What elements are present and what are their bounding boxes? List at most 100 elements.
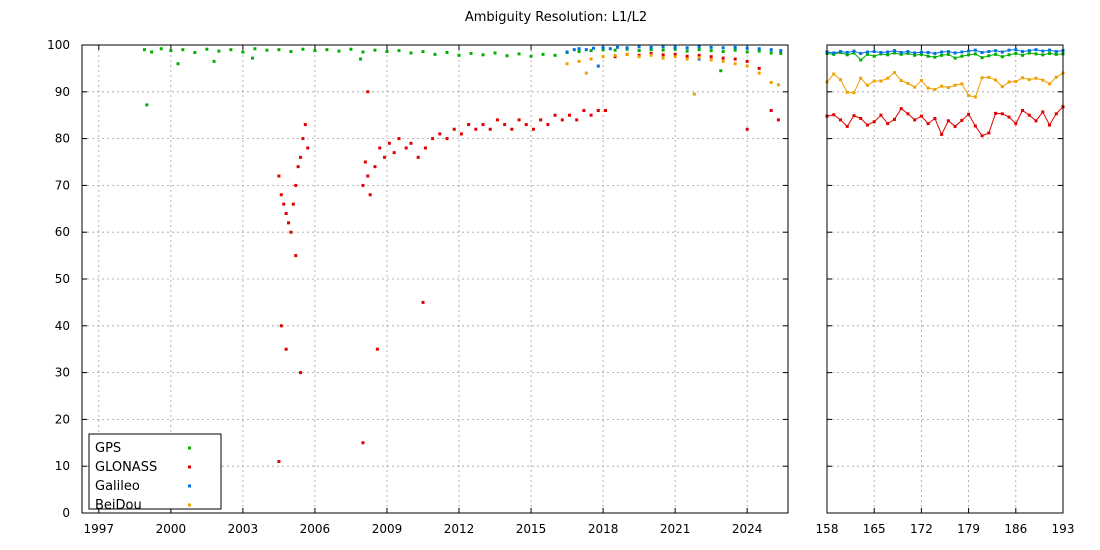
series-beidou xyxy=(825,71,1065,99)
data-point-gps xyxy=(142,48,146,52)
data-point-glonass xyxy=(279,324,283,328)
data-point-glonass xyxy=(404,146,408,150)
data-point-glonass xyxy=(503,123,507,127)
data-point-glonass xyxy=(685,54,689,58)
data-point-beidou xyxy=(926,86,930,90)
series-gps xyxy=(825,50,1065,62)
data-point-beidou xyxy=(940,84,944,88)
data-point-gps xyxy=(553,53,557,57)
data-point-glonass xyxy=(1054,112,1058,116)
data-point-glonass xyxy=(277,174,281,178)
data-point-glonass xyxy=(289,230,293,234)
series-line-galileo xyxy=(826,49,1064,54)
data-point-glonass xyxy=(423,146,427,150)
data-point-glonass xyxy=(277,460,281,464)
data-point-galileo xyxy=(584,48,588,52)
data-point-glonass xyxy=(299,155,303,159)
data-point-glonass xyxy=(383,155,387,159)
legend-box xyxy=(88,433,222,510)
data-point-galileo xyxy=(1014,48,1018,52)
x-tick-label: 2000 xyxy=(156,522,187,536)
data-point-galileo xyxy=(745,46,749,50)
data-point-glonass xyxy=(980,134,984,138)
data-point-gps xyxy=(169,49,173,53)
data-point-gps xyxy=(445,50,449,54)
data-point-gps xyxy=(150,50,154,54)
data-point-glonass xyxy=(291,202,295,206)
x-tick-label: 2024 xyxy=(732,522,763,536)
data-point-glonass xyxy=(926,122,930,126)
legend-label-glonass: GLONASS xyxy=(95,460,157,475)
data-point-glonass xyxy=(363,160,367,164)
x-tick-label: 2006 xyxy=(300,522,331,536)
data-point-glonass xyxy=(366,90,370,94)
data-point-glonass xyxy=(445,137,449,141)
data-point-glonass xyxy=(279,193,283,197)
x-tick-label: 2018 xyxy=(588,522,619,536)
data-point-gps xyxy=(661,48,665,52)
data-point-gps xyxy=(980,56,984,60)
data-point-gps xyxy=(159,47,163,51)
data-point-gps xyxy=(886,53,890,57)
data-point-gps xyxy=(481,53,485,57)
data-point-gps xyxy=(769,51,773,55)
data-point-gps xyxy=(409,51,413,55)
data-point-gps xyxy=(719,69,723,73)
data-point-beidou xyxy=(589,57,593,61)
data-point-glonass xyxy=(299,371,303,375)
data-point-gps xyxy=(973,52,977,56)
legend-label-gps: GPS xyxy=(95,441,121,456)
data-point-galileo xyxy=(1027,49,1031,53)
data-point-beidou xyxy=(946,86,950,90)
legend-marker-beidou xyxy=(188,503,191,507)
data-point-gps xyxy=(217,49,221,53)
legend-label-galileo: Galileo xyxy=(95,479,140,494)
data-point-galileo xyxy=(994,49,998,53)
legend-label-beidou: BeiDou xyxy=(95,498,142,513)
data-point-gps xyxy=(212,59,216,63)
data-point-galileo xyxy=(919,50,923,54)
series-beidou xyxy=(565,52,780,96)
data-point-galileo xyxy=(608,47,612,51)
data-point-beidou xyxy=(692,92,696,96)
data-point-glonass xyxy=(459,132,463,136)
x-tick-label: 2009 xyxy=(372,522,403,536)
data-point-galileo xyxy=(980,50,984,54)
data-point-beidou xyxy=(973,95,977,99)
data-point-glonass xyxy=(1021,109,1025,113)
data-point-glonass xyxy=(539,118,543,122)
data-point-glonass xyxy=(567,113,571,117)
data-point-glonass xyxy=(913,118,917,122)
data-point-beidou xyxy=(584,71,588,75)
data-point-gps xyxy=(601,48,605,52)
data-point-beidou xyxy=(565,62,569,66)
data-point-glonass xyxy=(865,123,869,127)
data-point-gps xyxy=(359,57,363,61)
data-point-gps xyxy=(373,48,377,52)
data-point-gps xyxy=(685,49,689,53)
data-point-galileo xyxy=(1034,48,1038,52)
data-point-glonass xyxy=(474,127,478,131)
data-point-glonass xyxy=(531,127,535,131)
data-point-gps xyxy=(649,48,653,52)
data-point-gps xyxy=(589,49,593,53)
data-point-beidou xyxy=(577,59,581,63)
data-point-galileo xyxy=(967,49,971,53)
data-point-galileo xyxy=(879,50,883,54)
data-point-glonass xyxy=(933,116,937,120)
data-point-glonass xyxy=(373,165,377,169)
data-point-gps xyxy=(349,47,353,51)
data-point-glonass xyxy=(303,123,307,127)
data-point-gps xyxy=(397,49,401,53)
data-point-gps xyxy=(361,50,365,54)
data-point-gps xyxy=(913,53,917,57)
data-point-galileo xyxy=(1000,50,1004,54)
data-point-gps xyxy=(385,50,389,54)
plot-panel-recent: 158 165 172 179 186 193 xyxy=(816,44,1074,536)
data-point-glonass xyxy=(284,211,288,215)
data-point-beidou xyxy=(649,53,653,57)
data-point-glonass xyxy=(1007,115,1011,119)
data-point-galileo xyxy=(859,51,863,55)
data-point-gps xyxy=(1034,52,1038,56)
data-point-gps xyxy=(577,50,581,54)
